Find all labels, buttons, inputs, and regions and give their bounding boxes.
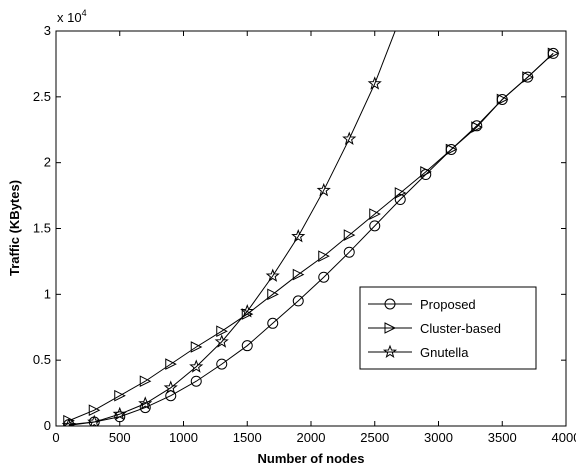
y-axis-multiplier: x 104 [57,8,87,25]
series-line [68,31,396,426]
y-tick-label: 0.5 [33,352,51,367]
x-tick-label: 500 [109,430,131,445]
x-tick-label: 0 [52,430,59,445]
x-tick-label: 1000 [169,430,198,445]
data-point [318,250,330,262]
y-tick-label: 2.5 [33,89,51,104]
x-tick-label: 2500 [360,430,389,445]
data-point [316,182,331,197]
y-tick-label: 0 [44,418,51,433]
data-point [139,402,151,414]
data-point [471,121,483,133]
data-point [369,220,381,232]
series-layer [61,12,560,426]
x-tick-label: 3500 [488,430,517,445]
data-point [369,208,381,220]
data-point [420,166,432,178]
data-point [318,271,330,283]
y-tick-label: 2 [44,155,51,170]
data-point [445,143,458,156]
data-point [522,71,534,83]
legend-label: Proposed [420,297,476,312]
data-point [394,187,407,199]
data-point [267,288,279,301]
data-point [241,340,253,352]
legend-marker [382,344,398,359]
data-point [114,411,126,423]
series-proposed [63,47,559,426]
series-line [68,53,554,422]
data-point [343,246,355,258]
x-tick-label: 1500 [233,430,262,445]
data-point [138,396,153,410]
data-point [189,359,204,373]
x-axis-title: Number of nodes [258,451,365,466]
data-point [190,341,203,353]
data-point [395,12,406,23]
data-point [291,228,306,243]
data-point [165,358,177,370]
series-gnutella [61,12,406,426]
data-point [190,375,202,387]
data-point [367,76,382,90]
data-point [216,325,228,338]
data-point [216,358,228,370]
y-axis-title: Traffic (KBytes) [7,180,22,276]
data-point [139,375,152,388]
legend: Proposed Cluster-based Gnutella [359,286,537,370]
x-tick-label: 3000 [424,430,453,445]
data-point [112,406,127,421]
legend-marker [384,298,396,310]
data-point [114,389,126,402]
data-point [342,131,357,145]
data-point [547,47,560,60]
data-point [496,93,509,106]
y-tick-label: 3 [44,23,51,38]
data-point [292,295,304,307]
data-point [87,414,102,426]
data-point [292,268,305,281]
legend-marker [384,322,397,334]
data-point [240,304,255,318]
data-point [61,417,76,426]
y-tick-label: 1 [44,286,51,301]
data-point [163,380,178,394]
x-tick-label: 2000 [297,430,326,445]
data-point [265,268,280,282]
data-point [88,404,101,417]
legend-label: Gnutella [420,345,469,360]
y-tick-label: 1.5 [33,221,51,236]
data-point [394,194,406,206]
data-point [214,334,229,348]
data-point [267,317,279,329]
legend-label: Cluster-based [420,321,501,336]
y-axis-ticks: 0 0.5 1 1.5 2 2.5 3 [33,23,566,433]
data-point [343,229,356,241]
series-cluster-based [63,47,560,426]
